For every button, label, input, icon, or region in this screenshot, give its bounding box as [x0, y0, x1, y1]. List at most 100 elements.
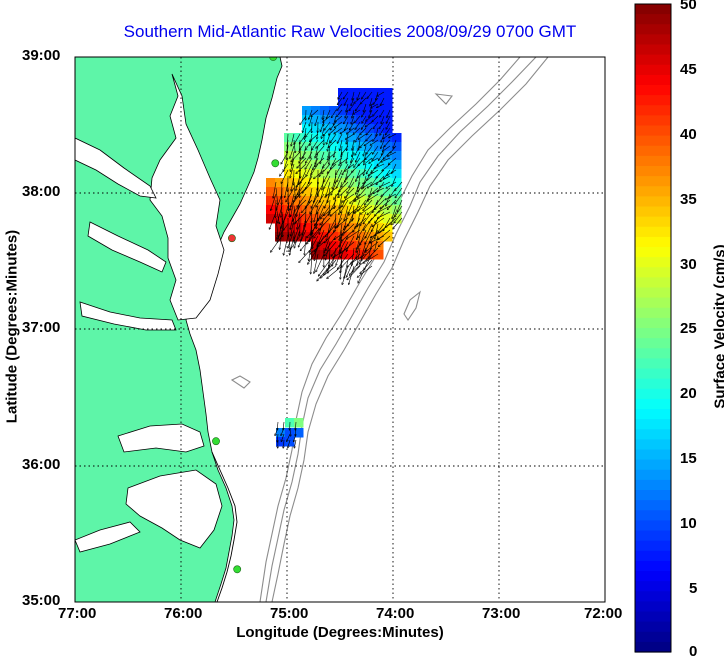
velocity-cell	[311, 178, 321, 188]
velocity-cell	[293, 160, 303, 170]
colorbar-tick: 30	[680, 256, 697, 273]
colorbar-swatch	[635, 612, 671, 623]
colorbar-swatch	[635, 348, 671, 359]
velocity-cell	[347, 142, 357, 152]
velocity-cell	[383, 160, 393, 170]
y-tick-label: 38:00	[22, 183, 60, 200]
velocity-cell	[365, 115, 375, 125]
colorbar-swatch	[635, 105, 671, 116]
colorbar-tick: 10	[680, 515, 697, 532]
velocity-cell	[365, 97, 375, 107]
y-tick-label: 35:00	[22, 592, 60, 609]
velocity-cell	[383, 88, 393, 98]
colorbar-swatch	[635, 45, 671, 56]
velocity-cell	[383, 232, 393, 242]
colorbar-swatch	[635, 196, 671, 207]
colorbar-swatch	[635, 581, 671, 592]
x-tick-label: 73:00	[482, 605, 520, 622]
colorbar-swatch	[635, 24, 671, 35]
colorbar-swatch	[635, 480, 671, 491]
velocity-cell	[284, 142, 294, 152]
velocity-cell	[347, 169, 357, 179]
colorbar-swatch	[635, 399, 671, 410]
colorbar-swatch	[635, 34, 671, 45]
colorbar-swatch	[635, 450, 671, 461]
velocity-cell	[347, 214, 357, 224]
colorbar-swatch	[635, 95, 671, 106]
colorbar-swatch	[635, 186, 671, 197]
colorbar-swatch	[635, 490, 671, 501]
colorbar-swatch	[635, 510, 671, 521]
colorbar-swatch	[635, 571, 671, 582]
colorbar-swatch	[635, 409, 671, 420]
velocity-cell	[320, 142, 330, 152]
velocity-cell	[374, 250, 384, 260]
colorbar-swatch	[635, 642, 671, 653]
colorbar-swatch	[635, 14, 671, 25]
velocity-cell	[347, 178, 357, 188]
velocity-cell	[311, 124, 321, 134]
colorbar-swatch	[635, 308, 671, 319]
colorbar-swatch	[635, 439, 671, 450]
radar-station-marker	[212, 438, 219, 445]
velocity-cell	[374, 88, 384, 98]
colorbar-tick: 0	[689, 643, 697, 660]
velocity-cell	[356, 250, 366, 260]
velocity-cell	[365, 106, 375, 116]
colorbar-tick: 35	[680, 191, 697, 208]
x-tick-label: 72:00	[584, 605, 622, 622]
colorbar-tick: 40	[680, 126, 697, 143]
velocity-cell	[374, 115, 384, 125]
colorbar-swatch	[635, 207, 671, 218]
velocity-cell	[347, 187, 357, 197]
colorbar-swatch	[635, 65, 671, 76]
colorbar-swatch	[635, 166, 671, 177]
colorbar-swatch	[635, 379, 671, 390]
x-tick-label: 75:00	[270, 605, 308, 622]
colorbar-tick: 5	[689, 580, 697, 597]
velocity-cell	[311, 106, 321, 116]
y-tick-label: 39:00	[22, 47, 60, 64]
colorbar-swatch	[635, 541, 671, 552]
velocity-cell	[392, 151, 402, 161]
y-tick-label: 37:00	[22, 319, 60, 336]
velocity-cell	[293, 169, 303, 179]
colorbar-swatch	[635, 288, 671, 299]
velocity-cell	[266, 214, 276, 224]
colorbar-swatch	[635, 561, 671, 572]
colorbar-swatch	[635, 176, 671, 187]
x-tick-label: 74:00	[376, 605, 414, 622]
colorbar-swatch	[635, 369, 671, 380]
velocity-cell	[311, 133, 321, 143]
colorbar-swatch	[635, 257, 671, 268]
velocity-cell	[329, 241, 339, 251]
colorbar-swatch	[635, 4, 671, 15]
colorbar-swatch	[635, 389, 671, 400]
velocity-cell	[293, 214, 303, 224]
velocity-cell	[365, 232, 375, 242]
x-tick-label: 77:00	[58, 605, 96, 622]
colorbar-swatch	[635, 156, 671, 167]
x-axis-label: Longitude (Degrees:Minutes)	[75, 624, 605, 641]
colorbar-tick: 20	[680, 385, 697, 402]
colorbar-swatch	[635, 419, 671, 430]
x-tick-label: 76:00	[164, 605, 202, 622]
colorbar-swatch	[635, 126, 671, 137]
colorbar-swatch	[635, 267, 671, 278]
colorbar-label: Surface Velocity (cm/s)	[712, 147, 724, 507]
colorbar-swatch	[635, 277, 671, 288]
colorbar-swatch	[635, 298, 671, 309]
velocity-cell	[302, 106, 312, 116]
colorbar-swatch	[635, 520, 671, 531]
colorbar-swatch	[635, 632, 671, 643]
velocity-cell	[383, 97, 393, 107]
velocity-cell	[347, 250, 357, 260]
radar-station-marker	[272, 160, 279, 167]
velocity-cell	[365, 88, 375, 98]
velocity-cell	[392, 169, 402, 179]
colorbar-tick: 15	[680, 450, 697, 467]
colorbar-swatch	[635, 500, 671, 511]
colorbar-swatch	[635, 115, 671, 126]
colorbar-swatch	[635, 75, 671, 86]
colorbar-swatch	[635, 460, 671, 471]
